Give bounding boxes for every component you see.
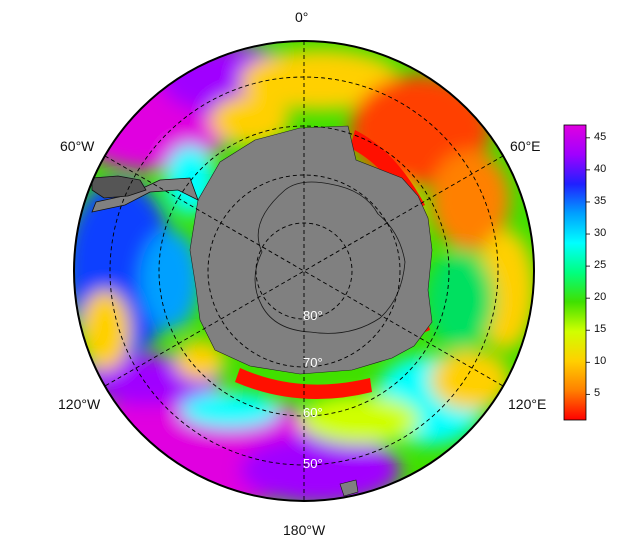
lat-label-60: 60°: [303, 405, 323, 420]
map-boundary: [73, 40, 535, 502]
lon-label-60w: 60°W: [60, 138, 95, 154]
antarctica-land: [189, 125, 433, 375]
graticule: [104, 41, 504, 501]
colorbar-tick-label: 25: [594, 259, 607, 272]
lon-label-60e: 60°E: [510, 138, 541, 154]
colorbar: [563, 124, 587, 421]
lon-label-180w: 180°W: [283, 522, 326, 538]
antarctic-peninsula: [91, 177, 199, 213]
colorbar-tick-marks: [586, 137, 590, 395]
colorbar-tick-label: 5: [594, 387, 601, 400]
colorbar-tick-label: 20: [594, 291, 607, 304]
data-field: [74, 41, 534, 501]
lat-label-70: 70°: [303, 355, 323, 370]
lon-label-120e: 120°E: [508, 396, 547, 412]
colorbar-tick-label: 10: [594, 355, 607, 368]
colorbar-tick-label: 30: [594, 227, 607, 240]
colorbar-tick-label: 45: [594, 130, 607, 143]
lat-label-80: 80°: [303, 308, 323, 323]
lon-label-0: 0°: [295, 9, 309, 25]
colorbar-tick-label: 40: [594, 162, 607, 175]
lon-label-120w: 120°W: [58, 396, 101, 412]
new-zealand: [339, 479, 359, 497]
colorbar-tick-label: 35: [594, 194, 607, 207]
south-america-tip: [91, 175, 147, 199]
colorbar-tick-label: 15: [594, 323, 607, 336]
lat-label-50: 50°: [303, 456, 323, 471]
